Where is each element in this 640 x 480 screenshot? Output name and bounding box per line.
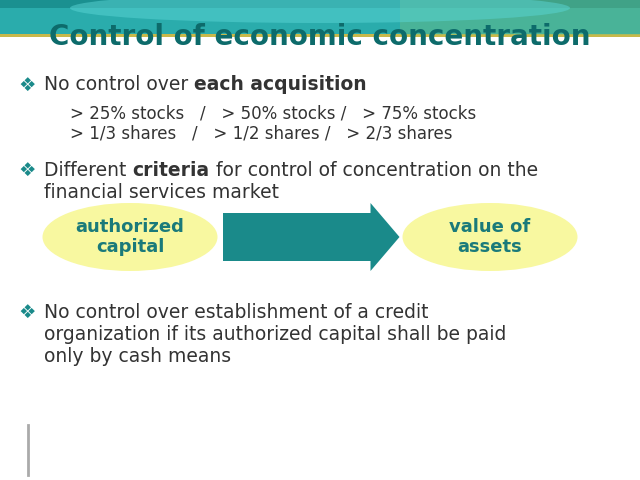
Text: each acquisition: each acquisition [195,75,367,95]
Text: ❖: ❖ [18,302,35,322]
Bar [400,0,640,35]
Text: only by cash means: only by cash means [44,347,231,365]
Ellipse shape [403,203,577,271]
Bar [223,213,371,261]
Ellipse shape [70,0,570,23]
Text: > 25% stocks   /   > 50% stocks /   > 75% stocks: > 25% stocks / > 50% stocks / > 75% stoc… [70,104,476,122]
Text: for control of concentration on the: for control of concentration on the [209,160,538,180]
Text: value of
assets: value of assets [449,217,531,256]
Text: ❖: ❖ [18,160,35,180]
Text: authorized
capital: authorized capital [76,217,184,256]
Bar [0,0,640,8]
Text: No control over: No control over [44,75,195,95]
Text: > 1/3 shares   /   > 1/2 shares /   > 2/3 shares: > 1/3 shares / > 1/2 shares / > 2/3 shar… [70,124,452,142]
Polygon shape [371,203,399,271]
Text: organization if its authorized capital shall be paid: organization if its authorized capital s… [44,324,506,344]
Ellipse shape [42,203,218,271]
Text: financial services market: financial services market [44,182,279,202]
Text: ❖: ❖ [18,75,35,95]
Text: criteria: criteria [132,160,209,180]
Bar [0,0,640,35]
Text: No control over establishment of a credit: No control over establishment of a credi… [44,302,429,322]
Text: Control of economic concentration: Control of economic concentration [49,23,591,51]
Text: Different: Different [44,160,132,180]
Bar [0,34,640,37]
